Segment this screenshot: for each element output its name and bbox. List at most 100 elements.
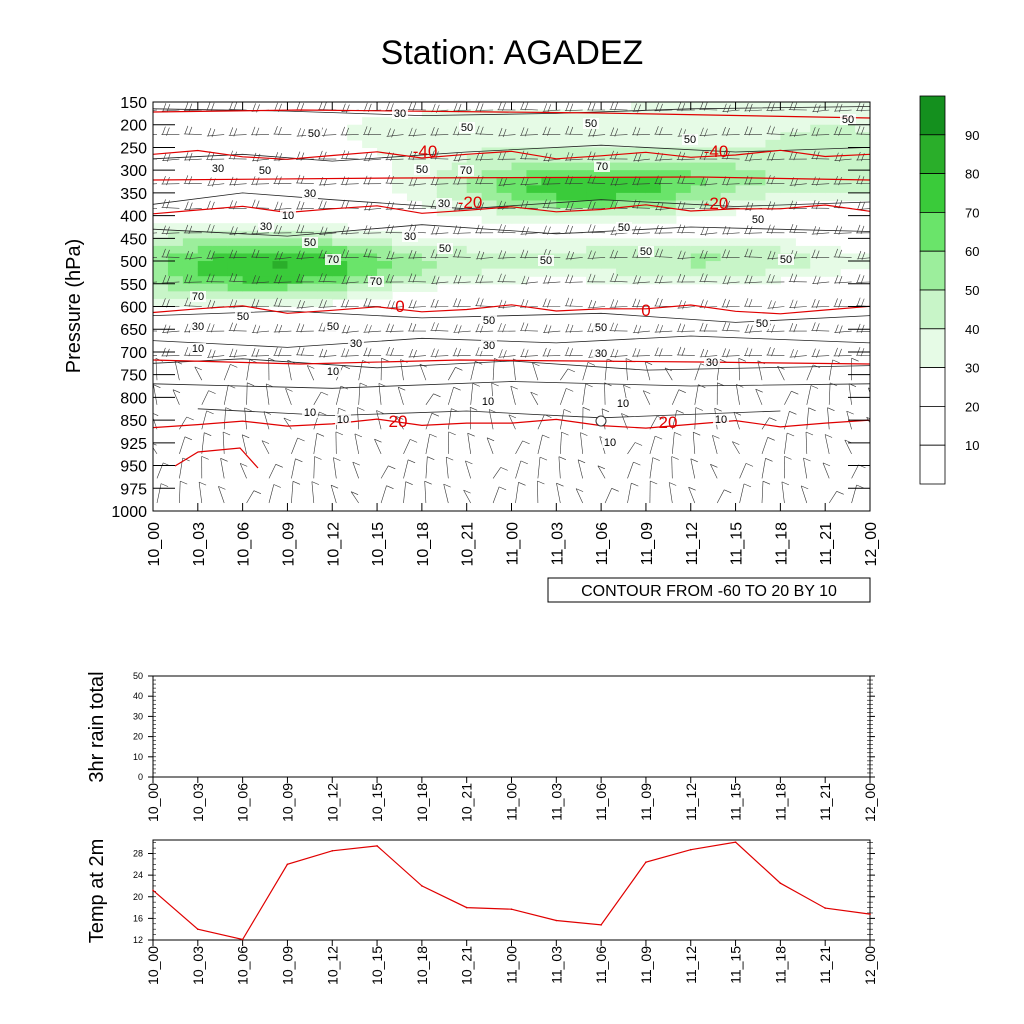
wind-barb-flag bbox=[812, 364, 821, 369]
humidity-cell bbox=[421, 139, 438, 149]
humidity-cell bbox=[451, 177, 468, 186]
humidity-cell bbox=[317, 230, 333, 239]
wind-barb-flag bbox=[633, 275, 637, 284]
wind-barb-flag bbox=[210, 152, 215, 161]
humidity-cell bbox=[212, 283, 229, 292]
wind-barb bbox=[153, 384, 158, 405]
wind-barb-flag bbox=[431, 275, 436, 284]
humidity-cell bbox=[406, 238, 423, 247]
wind-barb bbox=[201, 432, 205, 454]
wind-barb-flag bbox=[824, 434, 833, 438]
humidity-label: 70 bbox=[327, 254, 339, 266]
wind-barb bbox=[445, 457, 449, 479]
humidity-cell bbox=[302, 298, 318, 308]
wind-barb bbox=[153, 158, 158, 160]
wind-barb-flag bbox=[703, 323, 708, 333]
wind-barb-flag bbox=[846, 410, 854, 415]
wind-barb-flag bbox=[255, 200, 260, 209]
wind-barb bbox=[153, 281, 158, 283]
wind-barb-flag bbox=[363, 347, 368, 356]
wind-barb-flag bbox=[698, 384, 706, 388]
humidity-cell bbox=[780, 155, 796, 164]
wind-barb bbox=[694, 407, 697, 430]
humidity-label: 50 bbox=[684, 134, 696, 146]
humidity-label-bg bbox=[190, 343, 206, 354]
humidity-cell bbox=[302, 276, 318, 285]
humidity-cell bbox=[780, 170, 796, 179]
humidity-cell bbox=[556, 170, 572, 179]
humidity-label-bg bbox=[437, 243, 453, 254]
wind-barb-flag bbox=[520, 249, 525, 258]
humidity-cell bbox=[765, 132, 781, 141]
wind-barb bbox=[627, 442, 636, 455]
temp-xtick-label: 10_18 bbox=[414, 946, 430, 985]
wind-barb bbox=[604, 382, 606, 405]
time-tick-label: 11_09 bbox=[639, 522, 656, 565]
humidity-cell bbox=[855, 261, 870, 270]
wind-barb-flag bbox=[323, 177, 328, 187]
humidity-cell bbox=[571, 109, 587, 118]
wind-barb-flag bbox=[454, 324, 458, 333]
humidity-cell bbox=[705, 162, 722, 171]
wind-barb bbox=[162, 330, 180, 333]
wind-barb-flag bbox=[610, 249, 614, 258]
wind-barb-flag bbox=[297, 128, 301, 137]
wind-barb bbox=[744, 256, 763, 258]
humidity-cell bbox=[242, 261, 259, 270]
wind-barb bbox=[155, 358, 158, 381]
wind-barb bbox=[632, 330, 650, 334]
wind-barb-flag bbox=[323, 250, 327, 260]
humidity-cell bbox=[392, 261, 408, 270]
humidity-cell bbox=[631, 208, 647, 217]
wind-barb-flag bbox=[587, 151, 592, 160]
humidity-label: 50 bbox=[618, 222, 630, 234]
wind-barb-flag bbox=[475, 274, 480, 283]
wind-barb-flag bbox=[856, 323, 861, 333]
humidity-cell bbox=[690, 162, 707, 171]
humidity-cell bbox=[705, 139, 722, 149]
rain-ytick-label: 20 bbox=[133, 732, 143, 742]
wind-barb-flag bbox=[278, 225, 282, 235]
pressure-tick-label: 750 bbox=[120, 368, 147, 385]
pressure-tick-label: 1000 bbox=[111, 504, 147, 521]
wind-barb-flag bbox=[587, 323, 592, 332]
humidity-cell bbox=[362, 283, 378, 292]
wind-barb-flag bbox=[391, 129, 395, 138]
humidity-cell bbox=[705, 276, 722, 285]
wind-barb bbox=[153, 232, 158, 234]
temp-point bbox=[824, 907, 826, 909]
wind-barb-flag bbox=[409, 299, 413, 308]
wind-barb-flag bbox=[537, 480, 545, 485]
wind-barb bbox=[582, 362, 589, 381]
wind-barb-flag bbox=[292, 481, 301, 485]
humidity-cell bbox=[765, 155, 781, 164]
wind-barb-flag bbox=[812, 127, 816, 136]
wind-barb-flag bbox=[502, 225, 506, 234]
wind-barb-flag bbox=[520, 102, 525, 110]
humidity-cell bbox=[436, 192, 453, 202]
humidity-cell bbox=[496, 109, 513, 118]
wind-barb-flag bbox=[502, 251, 507, 260]
humidity-label-bg bbox=[682, 134, 698, 145]
humidity-cell bbox=[392, 170, 408, 179]
humidity-cell bbox=[481, 185, 498, 194]
wind-barb-flag bbox=[207, 349, 212, 358]
wind-barb bbox=[856, 133, 870, 135]
wind-barb-flag bbox=[405, 481, 413, 485]
wind-barb bbox=[183, 281, 202, 283]
wind-barb-flag bbox=[188, 103, 193, 112]
humidity-cell bbox=[287, 268, 303, 277]
humidity-cell bbox=[571, 162, 587, 171]
wind-barb bbox=[560, 388, 567, 405]
wind-barb-flag bbox=[390, 347, 394, 357]
wind-barb-flag bbox=[597, 465, 606, 470]
humidity-cell bbox=[392, 238, 408, 247]
humidity-cell bbox=[317, 245, 333, 255]
wind-barb-flag bbox=[744, 225, 749, 234]
temp-xtick-label: 10_09 bbox=[279, 946, 295, 985]
wind-barb-flag bbox=[233, 300, 238, 309]
wind-barb bbox=[336, 386, 342, 405]
humidity-cell bbox=[287, 230, 303, 239]
wind-barb-flag bbox=[614, 323, 618, 332]
wind-barb bbox=[220, 458, 225, 479]
